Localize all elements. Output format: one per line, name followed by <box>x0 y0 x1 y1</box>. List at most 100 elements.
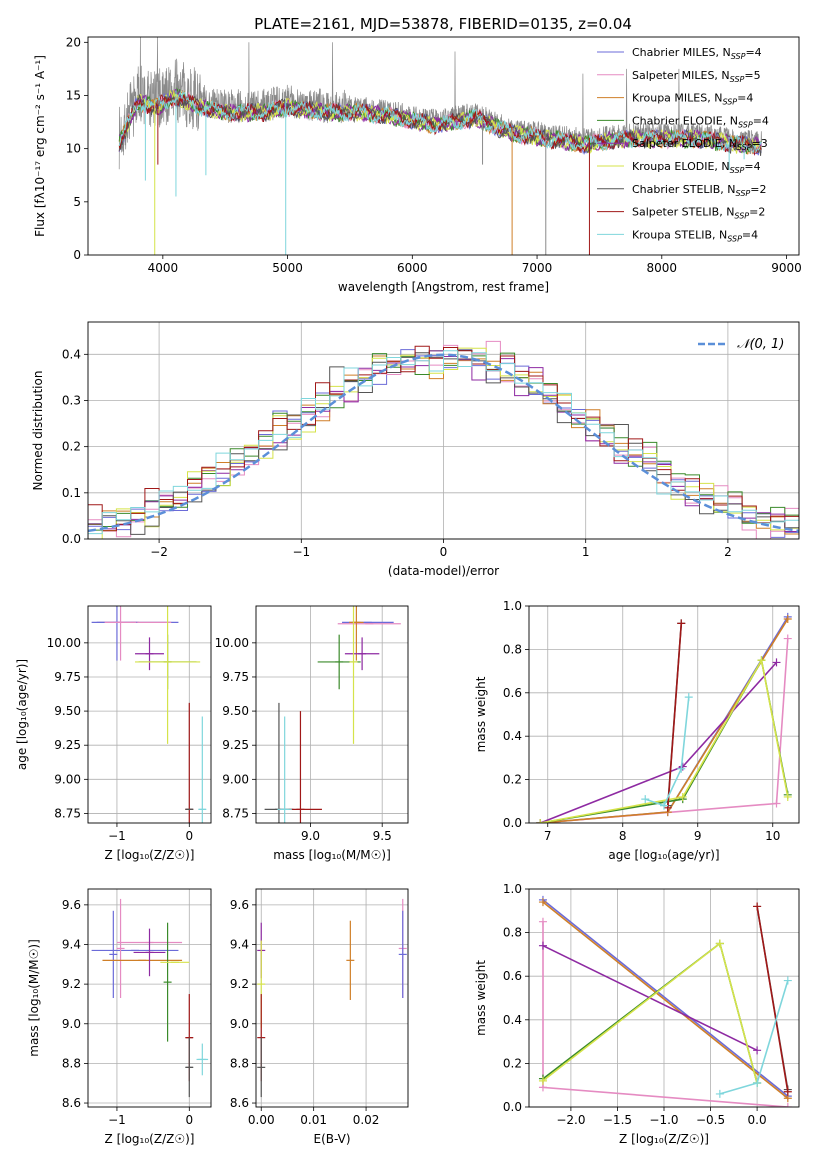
plot-area <box>88 340 799 539</box>
y-tick-label: 9.50 <box>222 704 249 718</box>
y-tick-label: 0 <box>73 248 81 262</box>
x-axis-label: mass [log₁₀(M/M☉)] <box>273 848 391 862</box>
mass-weight-line <box>540 658 789 823</box>
y-tick-label: 1.0 <box>503 882 522 896</box>
plot-area <box>91 898 209 1098</box>
axes-frame <box>87 36 800 256</box>
legend-label: Kroupa STELIB, NSSP=4 <box>632 228 758 243</box>
mass-weight-marker <box>538 898 547 907</box>
axes-frame <box>528 888 800 1108</box>
y-tick-label: 20 <box>66 35 81 49</box>
legend-label: Salpeter MILES, NSSP=5 <box>632 69 761 84</box>
y-tick-label: 9.25 <box>54 738 81 752</box>
mass-weight-marker <box>538 1076 547 1085</box>
residual-histogram <box>88 350 799 535</box>
mass-weight-marker <box>783 976 792 985</box>
axes-age-vs-Z: −1 0 8.75 9.00 9.25 9.50 9.75 10.00 Z [log₁₀(Z/Z… <box>15 605 212 862</box>
y-tick-label: 0.2 <box>62 440 81 454</box>
plot-area <box>264 606 401 823</box>
x-tick-label: 0 <box>440 545 448 559</box>
x-axis-label: (data-model)/error <box>388 564 499 578</box>
y-tick-label: 0.4 <box>503 729 522 743</box>
legend-label: Chabrier MILES, NSSP=4 <box>632 46 762 61</box>
x-tick-label: 9 <box>694 829 702 843</box>
mass-weight-marker <box>753 1046 762 1055</box>
x-tick-label: 1 <box>582 545 590 559</box>
mass-weight-marker <box>538 917 547 926</box>
legend-label: Chabrier ELODIE, NSSP=4 <box>632 114 769 129</box>
y-tick-label: 9.6 <box>62 898 81 912</box>
x-tick-label: 0.02 <box>353 1113 380 1127</box>
x-tick-label: 7000 <box>522 261 553 275</box>
normal-reference-curve <box>88 353 799 533</box>
x-tick-label: −1.5 <box>603 1113 632 1127</box>
y-tick-label: 15 <box>66 88 81 102</box>
y-tick-label: 5 <box>73 195 81 209</box>
y-tick-label: 0.0 <box>62 532 81 546</box>
x-tick-label: −2 <box>150 545 168 559</box>
y-tick-label: 0.8 <box>503 642 522 656</box>
x-axis-label: wavelength [Angstrom, rest frame] <box>338 280 549 294</box>
legend-label: Chabrier STELIB, NSSP=2 <box>632 183 766 198</box>
x-tick-label: 10 <box>765 829 780 843</box>
y-tick-label: 8.6 <box>62 1096 81 1110</box>
y-tick-label: 0.8 <box>503 926 522 940</box>
y-tick-label: 8.75 <box>54 806 81 820</box>
mass-weight-marker <box>783 634 792 643</box>
mass-weight-marker <box>677 764 686 773</box>
mass-weight-marker <box>684 693 693 702</box>
y-axis-label: mass weight <box>474 676 488 752</box>
plot-area <box>538 895 792 1107</box>
y-tick-label: 0.4 <box>503 1013 522 1027</box>
y-tick-label: 9.25 <box>222 738 249 752</box>
axes-mass-weight-vs-age: 7 8 9 10 0.0 0.2 0.4 0.6 0.8 1.0 age [log₁₀(age/yr… <box>474 599 800 862</box>
mass-weight-marker <box>783 615 792 624</box>
mass-weight-line <box>645 697 690 807</box>
mass-weight-marker <box>772 658 781 667</box>
x-axis-label: Z [log₁₀(Z/Z☉)] <box>105 1132 195 1146</box>
y-tick-label: 9.2 <box>62 977 81 991</box>
y-tick-label: 10.00 <box>215 636 249 650</box>
y-tick-label: 0.6 <box>503 686 522 700</box>
mass-weight-marker <box>772 799 781 808</box>
mass-weight-line <box>542 899 789 1097</box>
y-tick-label: 9.6 <box>230 898 249 912</box>
y-tick-label: 9.50 <box>54 704 81 718</box>
x-tick-label: 8 <box>619 829 627 843</box>
mass-weight-marker <box>783 1103 792 1107</box>
y-tick-label: 9.2 <box>230 977 249 991</box>
x-tick-label: −1.0 <box>649 1113 678 1127</box>
axes-residuals: −2 −1 0 1 2 0.0 0.1 0.2 0.3 0.4 (data-model)/error… <box>31 321 800 578</box>
x-tick-label: 0.00 <box>248 1113 275 1127</box>
legend-label: Salpeter ELODIE, NSSP=3 <box>632 137 768 152</box>
spectrum-model-line <box>118 91 762 154</box>
mass-weight-line <box>540 658 789 823</box>
mass-weight-marker <box>715 1089 724 1098</box>
plot-area <box>257 898 407 1098</box>
x-tick-label: 0.0 <box>748 1113 767 1127</box>
y-tick-label: 8.8 <box>62 1056 81 1070</box>
mass-weight-line <box>540 638 789 823</box>
y-tick-label: 0.2 <box>503 773 522 787</box>
y-tick-label: 9.0 <box>62 1017 81 1031</box>
axes-frame <box>87 321 800 540</box>
x-tick-label: −1 <box>292 545 310 559</box>
plot-area <box>118 37 762 255</box>
y-tick-label: 10.00 <box>47 636 81 650</box>
y-tick-label: 0.0 <box>503 1100 522 1114</box>
mass-weight-marker <box>660 801 668 810</box>
mass-weight-marker <box>753 1079 762 1088</box>
mass-weight-line <box>540 616 789 823</box>
y-tick-label: 8.6 <box>230 1096 249 1110</box>
x-tick-label: 9.0 <box>301 829 320 843</box>
x-axis-label: Z [log₁₀(Z/Z☉)] <box>619 1132 709 1146</box>
mass-weight-line <box>542 921 788 1107</box>
mass-weight-marker <box>753 902 762 911</box>
axes-mass-weight-vs-Z: −2.0 −1.5 −1.0 −0.5 0.0 0.0 0.2 0.4 0.6 0.8 1.0 Z [… <box>474 882 800 1146</box>
mass-weight-marker <box>538 941 547 950</box>
mass-weight-marker <box>536 819 545 823</box>
axes-mass-vs-EBV: 0.00 0.01 0.02 8.6 8.8 9.0 9.2 9.4 9.6 E(B-V) <box>230 888 409 1146</box>
y-tick-label: 9.00 <box>222 772 249 786</box>
axes-frame <box>528 605 800 824</box>
y-tick-label: 9.75 <box>222 670 249 684</box>
